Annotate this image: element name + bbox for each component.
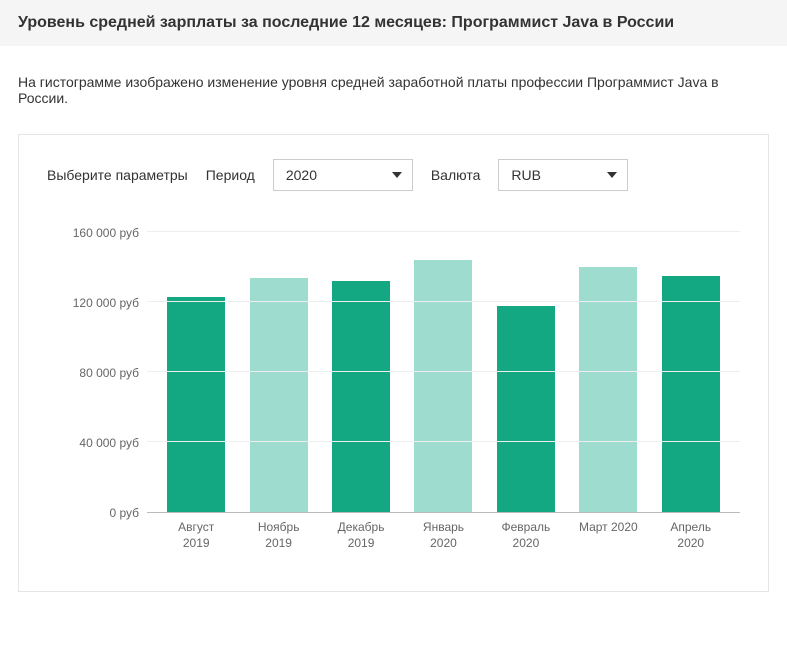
bar-slot (650, 233, 732, 512)
bar-slot (320, 233, 402, 512)
title-bar: Уровень средней зарплаты за последние 12… (0, 0, 787, 46)
y-axis: 160 000 руб120 000 руб80 000 руб40 000 р… (47, 233, 147, 513)
x-tick-label: Апрель2020 (650, 519, 732, 551)
currency-select[interactable]: RUB (498, 159, 628, 191)
bar-slot (402, 233, 484, 512)
gridline (147, 441, 740, 442)
bar-slot (155, 233, 237, 512)
page-title: Уровень средней зарплаты за последние 12… (18, 14, 769, 32)
gridline (147, 301, 740, 302)
x-tick-label: Август2019 (155, 519, 237, 551)
bar (167, 297, 225, 512)
period-label: Период (206, 167, 255, 183)
bar (497, 306, 555, 513)
period-select[interactable]: 2020 (273, 159, 413, 191)
gridline (147, 371, 740, 372)
bar (332, 281, 390, 512)
bar (250, 278, 308, 513)
x-tick-label: Январь2020 (402, 519, 484, 551)
currency-select-value: RUB (511, 167, 541, 183)
y-tick-label: 0 руб (109, 506, 139, 520)
chevron-down-icon (392, 172, 402, 178)
bar-slot (237, 233, 319, 512)
chart-controls: Выберите параметры Период 2020 Валюта RU… (47, 159, 740, 191)
bars-container (147, 233, 740, 512)
x-tick-label: Декабрь2019 (320, 519, 402, 551)
x-tick-label: Март 2020 (567, 519, 649, 551)
chart-card: Выберите параметры Период 2020 Валюта RU… (18, 134, 769, 592)
x-axis-labels: Август2019Ноябрь2019Декабрь2019Январь202… (147, 519, 740, 551)
bar (662, 276, 720, 512)
y-tick-label: 40 000 руб (79, 436, 139, 450)
currency-label: Валюта (431, 167, 481, 183)
bar (414, 260, 472, 512)
bar-slot (485, 233, 567, 512)
y-tick-label: 120 000 руб (73, 296, 139, 310)
y-tick-label: 160 000 руб (73, 226, 139, 240)
params-label: Выберите параметры (47, 167, 188, 183)
chevron-down-icon (607, 172, 617, 178)
period-select-value: 2020 (286, 167, 317, 183)
gridline (147, 231, 740, 232)
bar (579, 267, 637, 512)
x-tick-label: Февраль2020 (485, 519, 567, 551)
bar-chart: 160 000 руб120 000 руб80 000 руб40 000 р… (47, 233, 740, 563)
x-tick-label: Ноябрь2019 (237, 519, 319, 551)
plot-area (147, 233, 740, 513)
y-tick-label: 80 000 руб (79, 366, 139, 380)
bar-slot (567, 233, 649, 512)
chart-description: На гистограмме изображено изменение уров… (0, 74, 787, 106)
